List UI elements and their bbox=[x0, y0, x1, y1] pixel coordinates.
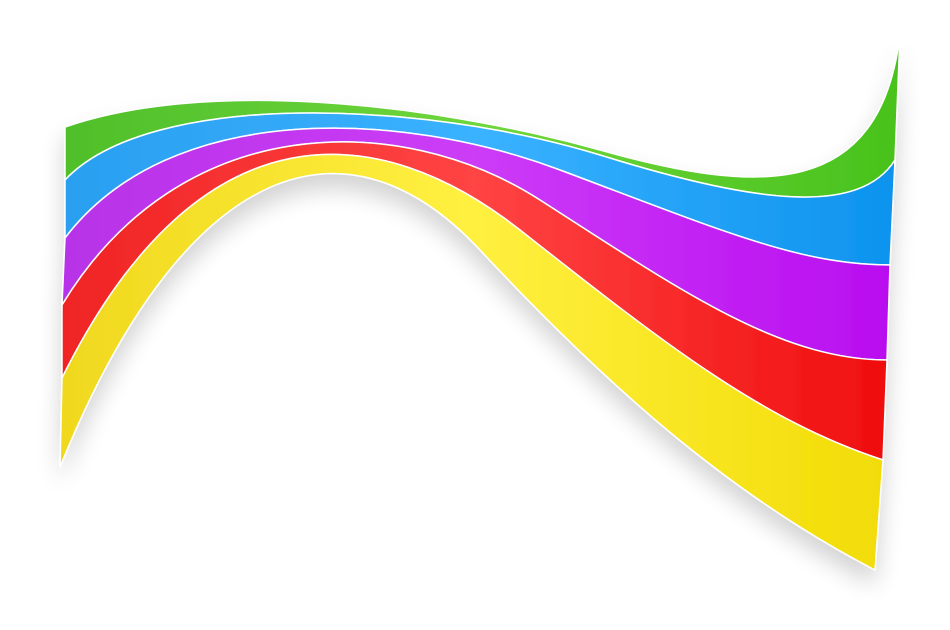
yellow-band bbox=[59, 153, 884, 571]
rainbow-bands bbox=[59, 34, 901, 571]
